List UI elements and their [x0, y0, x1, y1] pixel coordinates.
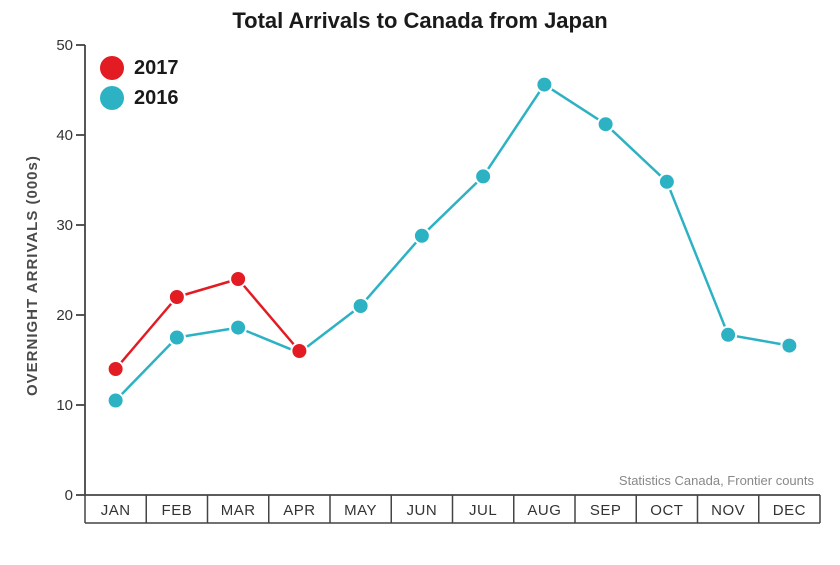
source-annotation: Statistics Canada, Frontier counts	[619, 473, 814, 488]
x-tick-label: JUL	[453, 502, 514, 519]
series-marker-2016	[230, 320, 246, 336]
y-tick-label: 40	[33, 127, 73, 144]
x-tick-label: JUN	[391, 502, 452, 519]
legend-dot-icon	[100, 56, 124, 80]
series-marker-2017	[108, 361, 124, 377]
legend: 2017 2016	[100, 56, 179, 116]
series-marker-2016	[659, 174, 675, 190]
series-line-2016	[116, 85, 790, 401]
x-tick-label: DEC	[759, 502, 820, 519]
series-marker-2017	[169, 289, 185, 305]
x-tick-label: MAR	[208, 502, 269, 519]
legend-label: 2016	[134, 87, 179, 110]
x-tick-label: AUG	[514, 502, 575, 519]
series-marker-2016	[169, 330, 185, 346]
series-marker-2016	[781, 338, 797, 354]
series-marker-2016	[475, 168, 491, 184]
chart-container: { "chart": { "type": "line", "title": "T…	[0, 0, 840, 565]
series-marker-2016	[353, 298, 369, 314]
series-marker-2016	[108, 393, 124, 409]
y-tick-label: 30	[33, 217, 73, 234]
x-tick-label: FEB	[146, 502, 207, 519]
x-tick-label: JAN	[85, 502, 146, 519]
y-tick-label: 20	[33, 307, 73, 324]
y-tick-label: 10	[33, 397, 73, 414]
legend-label: 2017	[134, 57, 179, 80]
x-tick-label: APR	[269, 502, 330, 519]
x-tick-label: OCT	[636, 502, 697, 519]
legend-item-2017: 2017	[100, 56, 179, 80]
series-marker-2017	[291, 343, 307, 359]
legend-item-2016: 2016	[100, 86, 179, 110]
series-marker-2016	[414, 228, 430, 244]
x-tick-label: SEP	[575, 502, 636, 519]
x-tick-label: NOV	[698, 502, 759, 519]
series-marker-2016	[598, 116, 614, 132]
series-marker-2016	[720, 327, 736, 343]
series-marker-2016	[536, 77, 552, 93]
series-line-2017	[116, 279, 300, 369]
y-tick-label: 0	[33, 487, 73, 504]
series-marker-2017	[230, 271, 246, 287]
x-tick-label: MAY	[330, 502, 391, 519]
legend-dot-icon	[100, 86, 124, 110]
y-tick-label: 50	[33, 37, 73, 54]
